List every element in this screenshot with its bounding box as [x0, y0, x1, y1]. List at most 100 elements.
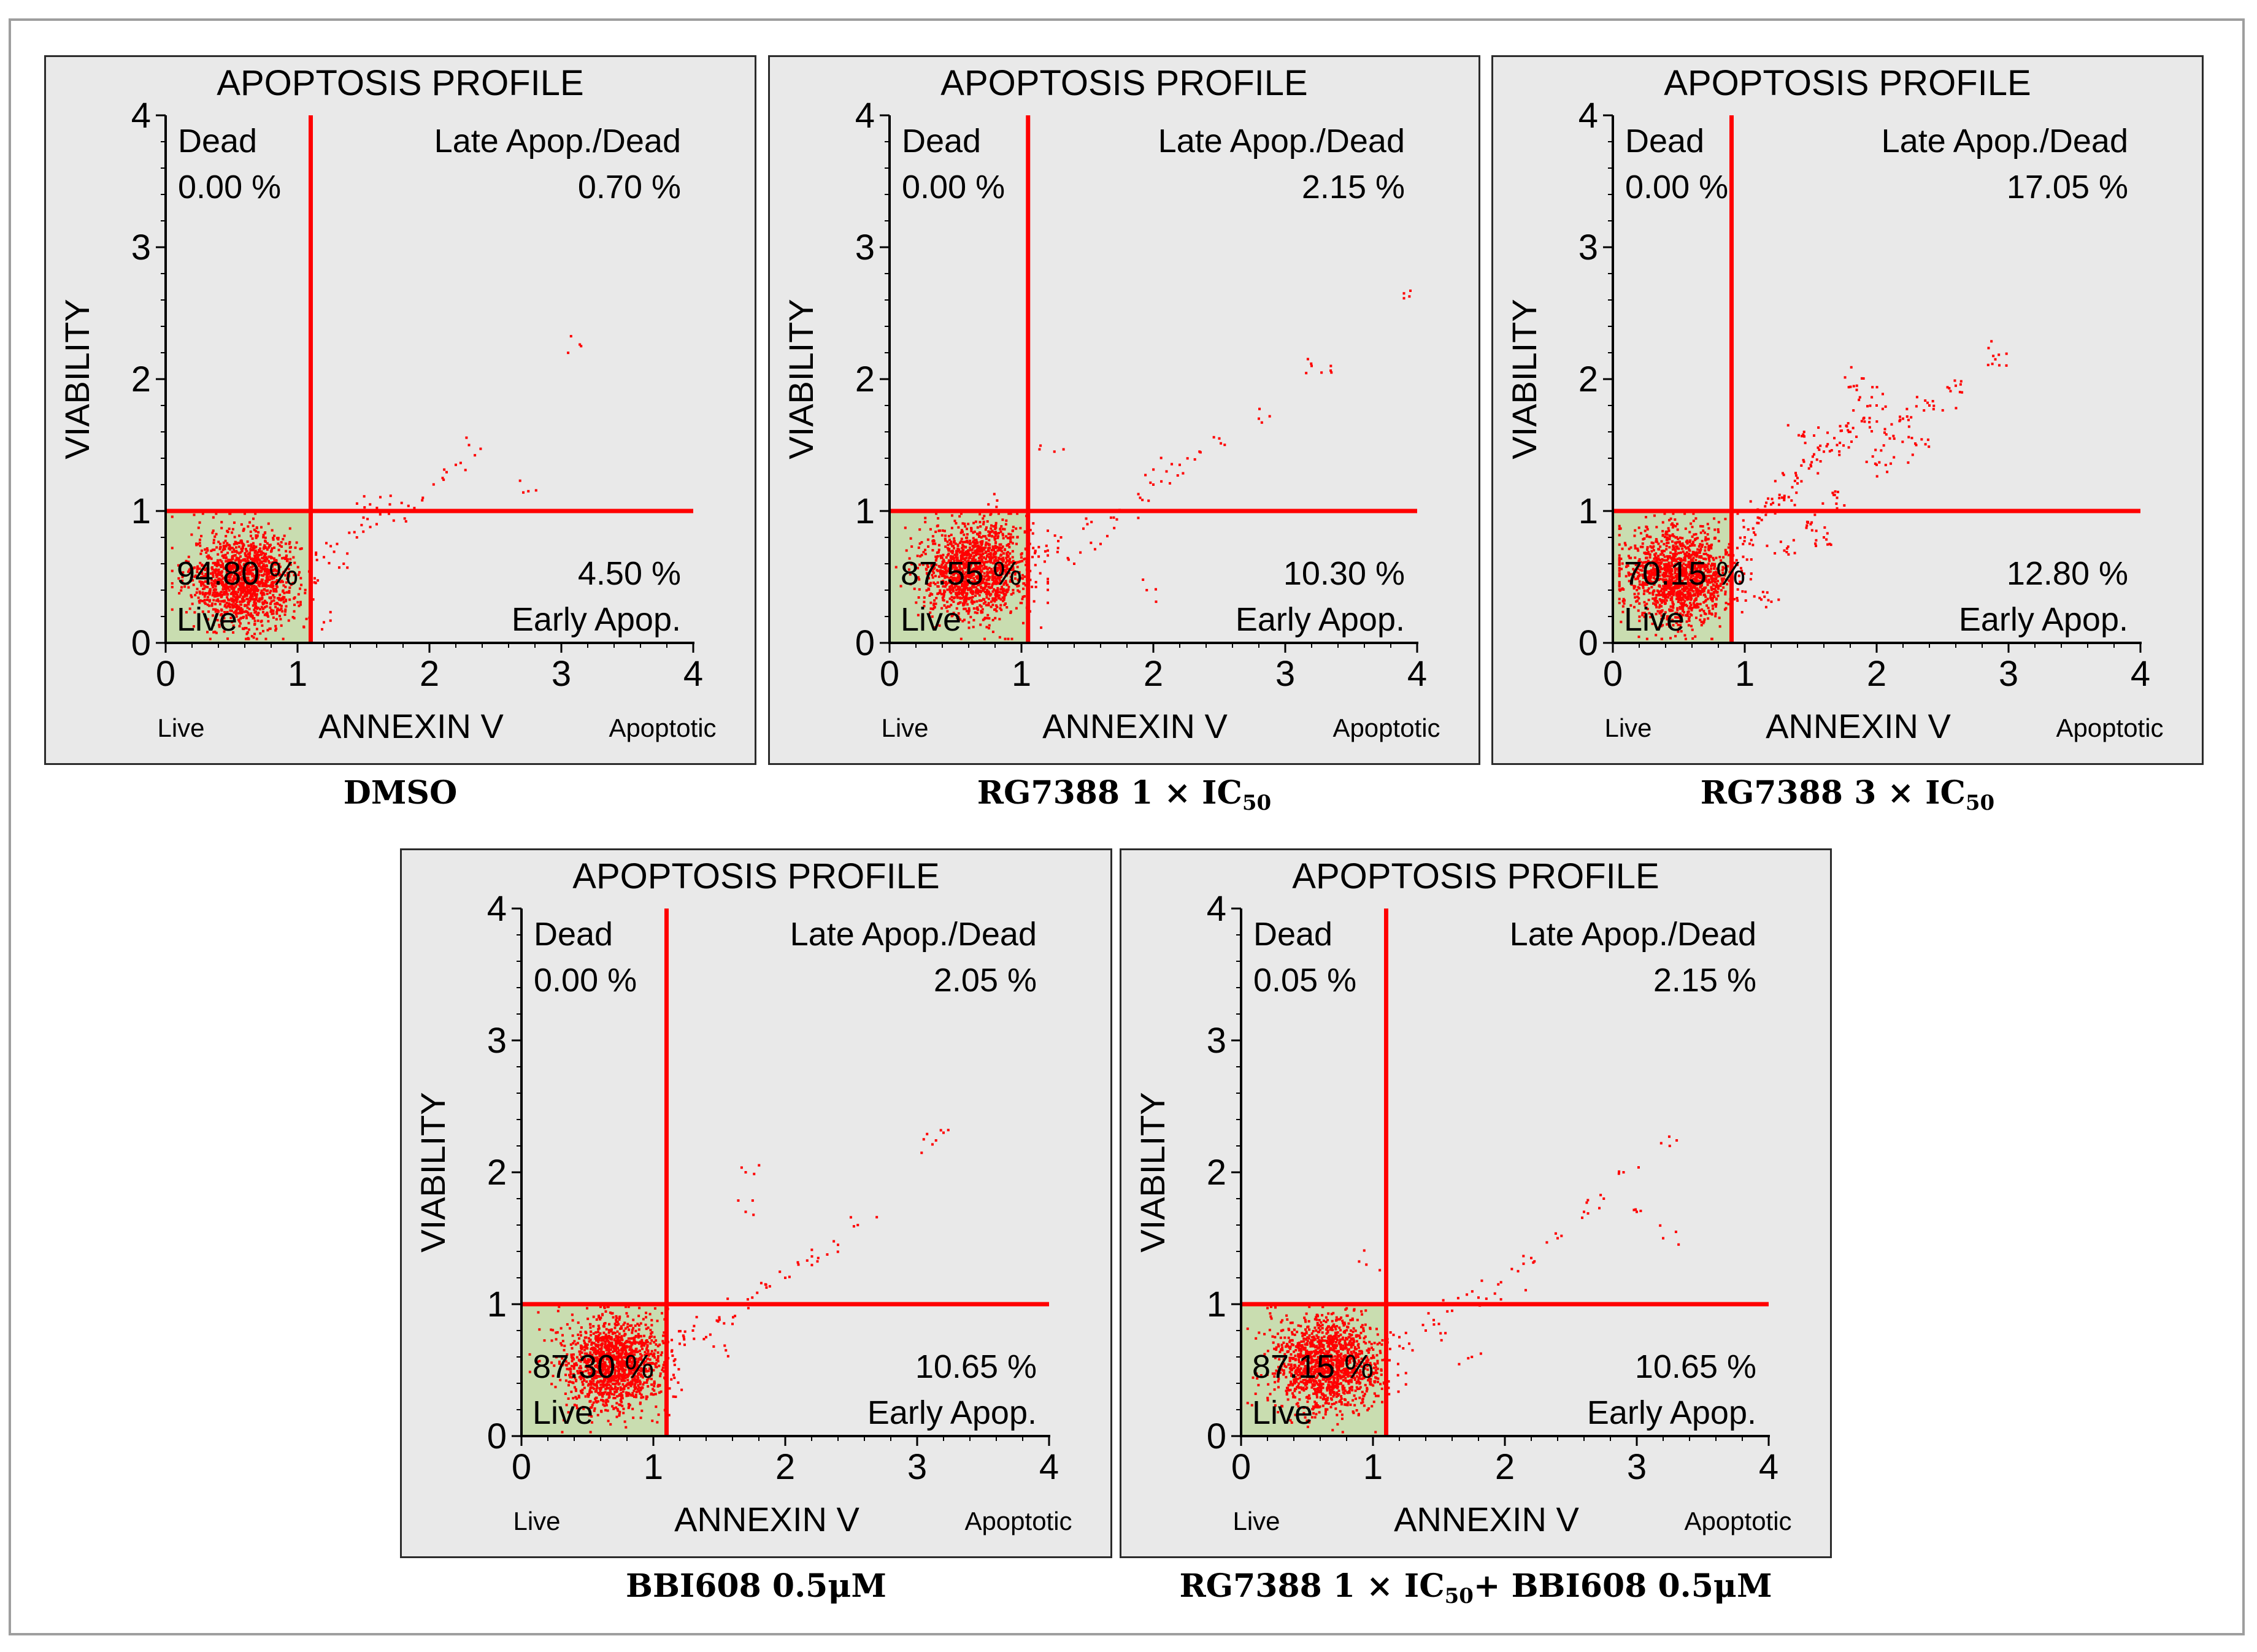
event-point: [1826, 532, 1829, 535]
event-point: [1707, 558, 1710, 561]
event-point: [973, 539, 976, 542]
quadrant-live-label: Live: [901, 601, 961, 638]
event-point: [970, 529, 973, 532]
event-point: [1182, 472, 1185, 475]
event-point: [220, 550, 223, 553]
event-point: [1632, 605, 1636, 609]
event-point: [996, 536, 999, 539]
event-point: [962, 585, 965, 588]
event-point: [1695, 590, 1698, 593]
event-point: [322, 621, 325, 624]
event-point: [264, 540, 267, 544]
event-point: [1012, 566, 1015, 569]
event-point: [261, 592, 264, 595]
event-point: [991, 618, 994, 621]
event-point: [1016, 585, 1019, 588]
event-point: [256, 599, 260, 602]
event-point: [924, 521, 927, 524]
event-point: [1014, 571, 1017, 574]
event-point: [1684, 545, 1687, 548]
event-point: [193, 611, 196, 614]
event-point: [985, 592, 988, 595]
event-point: [1711, 599, 1714, 602]
event-point: [1667, 565, 1670, 568]
event-point: [269, 596, 272, 599]
event-point: [942, 572, 945, 575]
event-point: [1826, 431, 1829, 434]
event-point: [275, 618, 278, 621]
event-point: [579, 343, 582, 346]
event-point: [1653, 589, 1656, 592]
event-point: [949, 567, 952, 570]
event-point: [455, 463, 457, 466]
event-point: [1838, 450, 1841, 453]
event-point: [1662, 595, 1665, 598]
event-point: [227, 558, 230, 561]
event-point: [993, 531, 996, 534]
event-point: [1642, 593, 1645, 596]
event-point: [946, 605, 949, 608]
event-point: [246, 606, 249, 609]
event-point: [948, 539, 951, 542]
event-point: [1710, 613, 1713, 616]
event-point: [1652, 564, 1655, 567]
event-point: [234, 546, 237, 549]
event-point: [1696, 537, 1699, 540]
event-point: [967, 626, 971, 629]
event-point: [1618, 601, 1621, 604]
event-point: [1667, 575, 1671, 578]
event-point: [631, 1331, 634, 1334]
event-point: [1640, 569, 1644, 572]
event-point: [1672, 554, 1675, 557]
event-point: [974, 581, 977, 584]
event-point: [933, 566, 936, 569]
event-point: [975, 551, 979, 555]
event-point: [966, 533, 969, 536]
event-point: [1689, 586, 1692, 589]
event-point: [1655, 540, 1658, 543]
event-point: [994, 589, 997, 592]
event-point: [201, 593, 204, 596]
event-point: [586, 1393, 589, 1396]
event-point: [996, 563, 999, 566]
event-point: [211, 568, 214, 571]
event-point: [1677, 590, 1680, 593]
event-point: [1664, 593, 1667, 596]
event-point: [239, 612, 242, 615]
event-point: [980, 559, 983, 562]
event-point: [255, 598, 258, 601]
event-point: [1718, 556, 1721, 559]
event-point: [213, 591, 217, 594]
event-point: [1786, 424, 1790, 427]
y-tick-label: 4: [1578, 96, 1598, 136]
event-point: [1691, 580, 1694, 583]
event-point: [1152, 483, 1155, 486]
event-point: [1674, 565, 1677, 568]
event-point: [223, 548, 226, 551]
event-point: [392, 519, 395, 522]
event-point: [212, 516, 215, 519]
event-points: [171, 335, 583, 640]
event-point: [1847, 431, 1850, 434]
event-point: [1907, 425, 1910, 428]
event-point: [258, 549, 261, 552]
event-point: [974, 564, 977, 567]
event-point: [1009, 580, 1012, 583]
event-point: [263, 605, 266, 609]
event-point: [1656, 601, 1659, 604]
event-point: [1764, 505, 1767, 508]
event-point: [197, 526, 200, 529]
event-point: [613, 1332, 617, 1335]
event-point: [1618, 585, 1621, 588]
event-point: [936, 593, 939, 596]
event-point: [233, 543, 236, 546]
event-point: [979, 545, 982, 548]
event-point: [247, 586, 250, 589]
event-point: [280, 604, 283, 607]
event-point: [220, 526, 223, 529]
event-point: [979, 563, 982, 566]
event-point: [983, 561, 986, 564]
event-point: [1144, 474, 1147, 477]
event-point: [1766, 544, 1769, 547]
event-point: [1646, 548, 1649, 551]
